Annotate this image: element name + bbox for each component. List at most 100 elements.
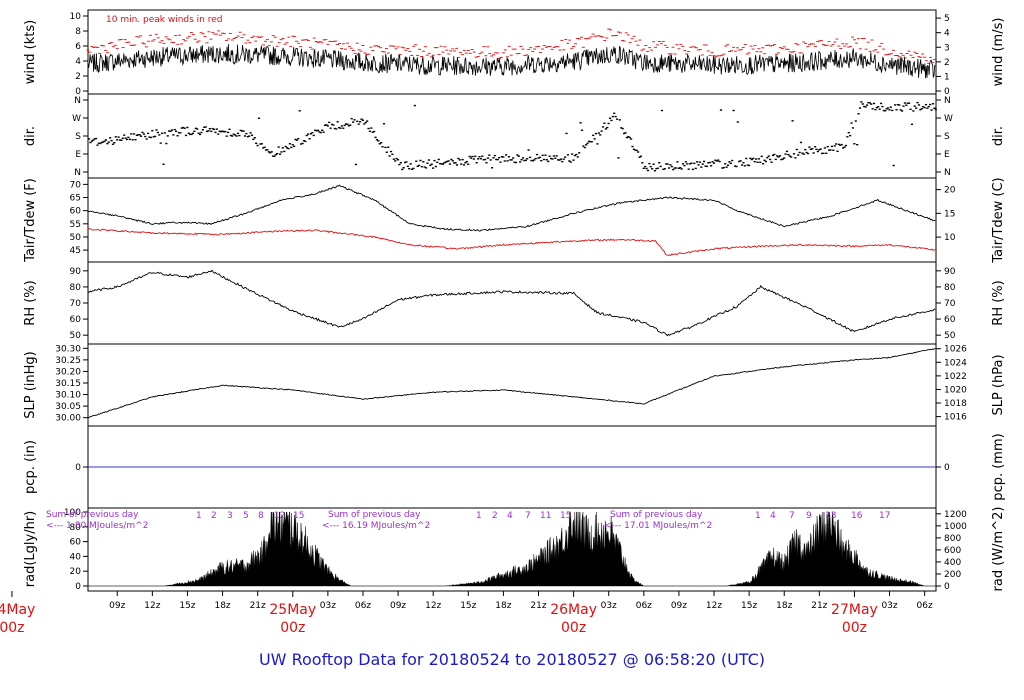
dir-point — [123, 134, 126, 136]
rad-left-tick-label: 40 — [70, 552, 82, 562]
dir-point — [103, 140, 106, 142]
tick-layer: 09z 12z 15z 18z 21z 03z 06z 09z 12z 15z 18z 21z 03z 0… — [0, 12, 967, 636]
dir-point — [204, 126, 207, 128]
dir-point — [576, 156, 579, 158]
dir-point — [917, 104, 921, 106]
rh-right-tick-label: 90 — [944, 267, 956, 277]
rad-hour-mark: 1 — [755, 511, 761, 521]
dir-point — [454, 162, 457, 164]
rad-left-tick-label: 0 — [75, 582, 81, 592]
dir-point — [336, 121, 339, 123]
dir-point — [260, 143, 263, 145]
dir-point — [840, 143, 843, 146]
dir-point — [603, 122, 606, 124]
dir-point — [732, 109, 735, 112]
dir-point — [783, 157, 786, 159]
dir-point — [839, 144, 842, 146]
slp-left-tick-label: 30.20 — [55, 367, 81, 377]
dir-point — [489, 159, 492, 161]
dir-point — [680, 168, 683, 170]
dir-point — [521, 157, 525, 159]
dir-point — [669, 164, 672, 166]
dir-point — [401, 168, 404, 171]
date-label: 27May — [831, 602, 878, 618]
dir-point — [846, 136, 849, 138]
dir-point — [860, 101, 863, 103]
dir-point — [415, 160, 418, 162]
time-tick-label: 18z — [776, 601, 792, 611]
dir-point — [649, 165, 652, 168]
dir-point — [488, 154, 491, 156]
rad-hour-mark: 5 — [243, 511, 249, 521]
dir-point — [210, 130, 213, 133]
dir-point — [885, 108, 888, 110]
rh-left-tick-label: 50 — [70, 331, 82, 341]
dir-point — [870, 103, 873, 105]
dir-left-tick-label: N — [74, 168, 81, 178]
dir-point — [703, 160, 706, 163]
dir-point — [585, 144, 588, 146]
dir-point — [447, 160, 450, 162]
dir-point — [530, 159, 533, 162]
dir-point — [485, 162, 488, 164]
dir-point — [749, 157, 752, 159]
dir-point — [290, 146, 293, 149]
dir-point — [545, 159, 548, 161]
dir-point — [526, 158, 529, 160]
dir-point — [441, 163, 445, 165]
dir-point — [601, 126, 605, 128]
slp-ylabel-left: SLP (inHg) — [23, 351, 38, 419]
dir-point — [486, 157, 489, 159]
dir-point — [686, 163, 689, 165]
dir-point — [722, 166, 725, 169]
time-tick-label: 06z — [917, 601, 933, 611]
dir-point — [234, 134, 237, 136]
slp-ylabel-right: SLP (hPa) — [991, 354, 1006, 415]
slp-left-tick-label: 30.30 — [55, 344, 81, 354]
dir-point — [117, 136, 120, 138]
dir-point — [493, 154, 497, 157]
dir-point — [773, 153, 776, 156]
dir-point — [816, 150, 819, 153]
dir-point — [298, 110, 301, 112]
dir-point — [597, 132, 600, 134]
dir-point — [889, 106, 892, 108]
rad-hour-mark: 3 — [227, 511, 233, 521]
dir-point — [420, 165, 423, 168]
dir-point — [142, 133, 145, 135]
dir-point — [344, 123, 348, 125]
dir-point — [555, 155, 558, 157]
rad-hour-mark: 17 — [879, 511, 890, 521]
dir-point — [642, 167, 645, 170]
dir-point — [739, 160, 742, 162]
dir-point — [886, 107, 890, 109]
dir-point — [360, 118, 363, 120]
dir-point — [596, 143, 599, 145]
dir-point — [566, 154, 570, 156]
rad-hour-mark: 11 — [540, 511, 551, 521]
rad-sum-label-1: Sum of previous day — [46, 510, 139, 520]
dir-point — [916, 101, 919, 104]
dir-point — [235, 135, 238, 137]
dir-point — [253, 137, 256, 139]
dir-point — [578, 152, 581, 154]
dir-point — [377, 140, 380, 142]
dir-point — [440, 163, 443, 165]
dir-point — [724, 163, 727, 165]
dir-point — [771, 154, 775, 157]
dir-point — [471, 155, 474, 158]
time-tick-label: 09z — [671, 601, 687, 611]
temp-left-tick-label: 70 — [70, 180, 82, 190]
dir-point — [448, 163, 452, 165]
dir-point — [544, 154, 547, 156]
date-hour-label: 00z — [280, 620, 305, 636]
wind-right-tick-label: 4 — [944, 29, 950, 39]
dir-point — [844, 144, 848, 147]
dir-point — [851, 127, 855, 129]
dir-point — [200, 131, 203, 134]
dir-point — [297, 137, 300, 140]
dir-point — [662, 168, 665, 171]
peak-winds-note: 10 min. peak winds in red — [106, 15, 223, 25]
dir-point — [615, 118, 619, 120]
dir-point — [423, 166, 426, 168]
